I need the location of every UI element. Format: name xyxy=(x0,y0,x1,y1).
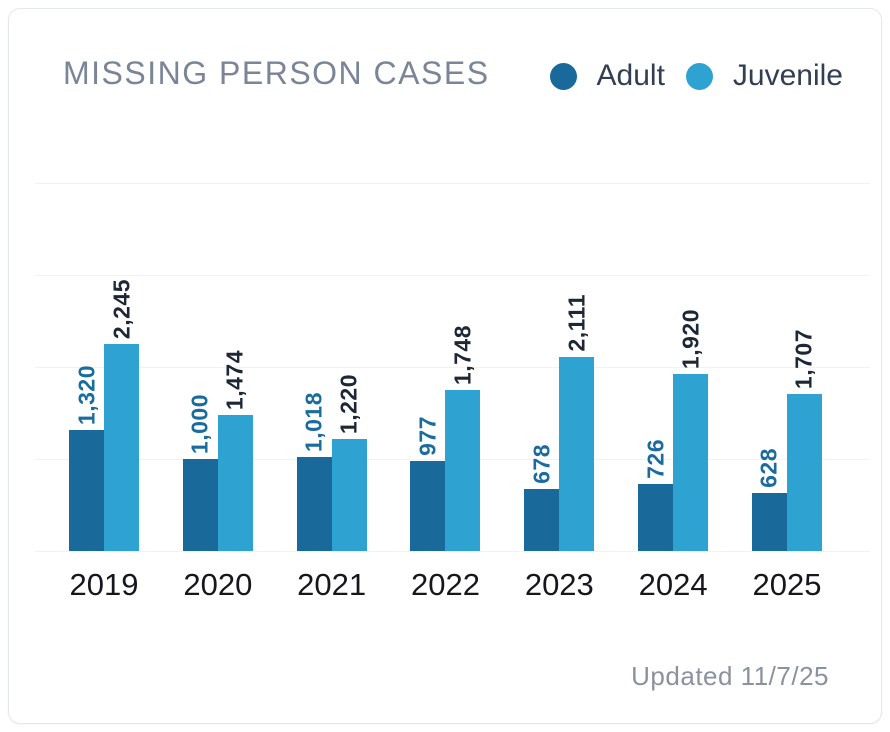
bar-chart-plot-area: 1,320 2,245 2019 1,000 1,474 2020 1,018 … xyxy=(27,183,870,602)
gridline xyxy=(35,367,870,368)
gridline xyxy=(35,275,870,276)
legend-item-juvenile: Juvenile xyxy=(685,59,843,93)
x-axis-label: 2021 xyxy=(297,567,367,602)
bar-group: 1,320 2,245 2019 xyxy=(69,183,139,602)
juvenile-bar xyxy=(445,390,481,551)
x-axis-label: 2019 xyxy=(69,567,139,602)
adult-value-label: 1,320 xyxy=(72,364,99,425)
legend: Adult Juvenile xyxy=(549,59,843,93)
legend-item-adult: Adult xyxy=(549,59,665,93)
juvenile-bar xyxy=(786,393,822,551)
x-axis-label: 2024 xyxy=(638,567,708,602)
juvenile-value-label: 2,111 xyxy=(563,294,590,352)
juvenile-bar xyxy=(673,374,709,551)
juvenile-value-label: 1,748 xyxy=(449,325,476,386)
adult-value-label: 628 xyxy=(755,448,782,489)
adult-value-label: 1,018 xyxy=(300,392,327,453)
adult-value-label: 726 xyxy=(641,439,668,480)
juvenile-bar xyxy=(104,344,139,551)
juvenile-value-label: 1,220 xyxy=(335,373,362,434)
gridline xyxy=(35,551,870,552)
adult-bar xyxy=(524,488,560,551)
adult-legend-swatch-icon xyxy=(549,62,577,90)
bar-group: 1,018 1,220 2021 xyxy=(296,183,367,602)
juvenile-value-label: 2,245 xyxy=(107,279,134,340)
legend-label-juvenile: Juvenile xyxy=(732,59,843,92)
adult-bar xyxy=(69,429,104,551)
bar-group: 726 1,920 2024 xyxy=(638,183,709,602)
adult-value-label: 678 xyxy=(528,443,555,484)
legend-label-adult: Adult xyxy=(596,59,665,92)
x-axis-label: 2025 xyxy=(752,567,822,602)
x-axis-label: 2022 xyxy=(411,567,480,602)
adult-bar xyxy=(638,484,674,551)
bar-group: 678 2,111 2023 xyxy=(524,183,595,602)
chart-title: MISSING PERSON CASES xyxy=(63,55,490,91)
juvenile-bar xyxy=(217,415,253,551)
juvenile-bar xyxy=(559,356,595,551)
juvenile-bar xyxy=(331,438,367,551)
adult-value-label: 977 xyxy=(414,416,441,457)
adult-bar xyxy=(410,461,446,551)
bar-group: 1,000 1,474 2020 xyxy=(182,183,253,602)
bar-group: 977 1,748 2022 xyxy=(410,183,481,602)
updated-timestamp: Updated 11/7/25 xyxy=(631,661,829,691)
juvenile-value-label: 1,474 xyxy=(221,350,248,411)
juvenile-legend-swatch-icon xyxy=(685,62,713,90)
bar-groups: 1,320 2,245 2019 1,000 1,474 2020 1,018 … xyxy=(27,183,870,602)
adult-bar xyxy=(182,459,218,551)
juvenile-value-label: 1,920 xyxy=(676,309,703,370)
gridline xyxy=(35,183,870,184)
bar-group: 628 1,707 2025 xyxy=(751,183,822,602)
adult-value-label: 1,000 xyxy=(186,393,213,454)
juvenile-value-label: 1,707 xyxy=(790,328,817,389)
x-axis-label: 2020 xyxy=(183,567,253,602)
adult-bar xyxy=(296,457,332,551)
adult-bar xyxy=(751,493,787,551)
x-axis-label: 2023 xyxy=(524,567,594,602)
chart-card: MISSING PERSON CASES Adult Juvenile 1,32… xyxy=(8,8,882,724)
